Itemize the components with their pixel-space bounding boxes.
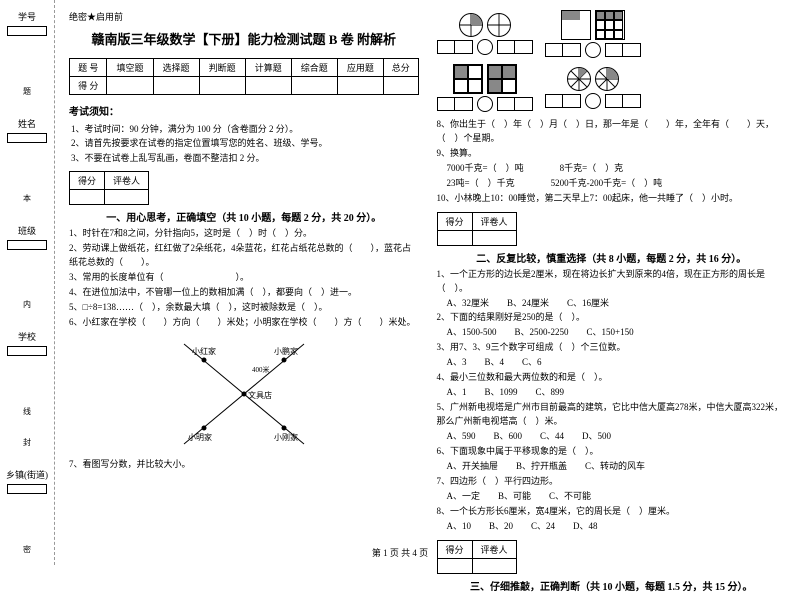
page-number: 第 1 页 共 4 页	[0, 546, 800, 559]
header-cell: 应用题	[337, 59, 383, 77]
seal-mark: 题	[23, 86, 31, 97]
notice-item: 1、考试时间：90 分钟，满分为 100 分（含卷面分 2 分）。	[71, 122, 419, 136]
question: 7、四边形（ ）平行四边形。	[437, 475, 787, 489]
header-cell: 综合题	[291, 59, 337, 77]
question: 2、下面的结果刚好是250的是（ ）。	[437, 311, 787, 325]
seal-mark: 本	[23, 193, 31, 204]
question: 1、时针在7和8之间，分针指向5，这时是（ ）时（ ）分。	[69, 227, 419, 241]
fraction-shapes-row1	[437, 10, 787, 58]
score-label: 得分	[70, 172, 105, 190]
section1-title: 一、用心思考，正确填空（共 10 小题，每题 2 分，共 20 分）。	[69, 209, 419, 224]
header-cell: 题 号	[70, 59, 107, 77]
question: 7、看图写分数，并比较大小。	[69, 458, 419, 472]
question: 5、广州新电视塔是广州市目前最高的建筑，它比中信大厦高278米，中信大厦高322…	[437, 401, 787, 429]
question: 8、你出生于（ ）年（ ）月（ ）日，那一年是（ ）年，全年有（ ）天，（ ）个…	[437, 118, 787, 146]
header-cell: 判断题	[199, 59, 245, 77]
header-cell: 总分	[383, 59, 418, 77]
circle-fraction-1	[437, 13, 533, 55]
fraction-shapes-row2	[437, 64, 787, 112]
header-cell: 填空题	[107, 59, 153, 77]
options: A、10 B、20 C、24 D、48	[437, 520, 787, 534]
seal-mark: 线	[23, 406, 31, 417]
question: 10、小林晚上10：00睡觉，第二天早上7：00起床，他一共睡了（ ）小时。	[437, 192, 787, 206]
circle-fraction-2	[545, 67, 641, 109]
section-score-box: 得分评卷人	[69, 171, 149, 205]
notice-item: 2、请首先按要求在试卷的指定位置填写您的姓名、班级、学号。	[71, 136, 419, 150]
seal-mark: 封	[23, 437, 31, 448]
exam-page: 学号 题 姓名 本 班级 内 学校 线 封 乡镇(街道) 密 绝密★启用前 赣南…	[0, 0, 800, 565]
score-cell: 得 分	[70, 77, 107, 95]
question: 7000千克=（ ）吨 8千克=（ ）克	[437, 162, 787, 176]
square-fraction-1	[545, 10, 641, 58]
field-school: 学校	[7, 330, 47, 356]
question: 1、一个正方形的边长是2厘米，现在将边长扩大到原来的4倍，现在正方形的周长是（ …	[437, 268, 787, 296]
secret-label: 绝密★启用前	[69, 10, 419, 23]
section-score-box: 得分评卷人	[437, 212, 517, 246]
field-class: 班级	[7, 224, 47, 250]
question: 8、一个长方形长6厘米，宽4厘米，它的周长是（ ）厘米。	[437, 505, 787, 519]
options: A、开关抽屉 B、拧开瓶盖 C、转动的风车	[437, 460, 787, 474]
question: 23吨=（ ）千克 5200千克-200千克=（ ）吨	[437, 177, 787, 191]
field-name: 姓名	[7, 117, 47, 143]
svg-text:小明家: 小明家	[188, 432, 212, 442]
question: 3、常用的长度单位有（ ）。	[69, 271, 419, 285]
field-township: 乡镇(街道)	[6, 468, 48, 494]
grader-label: 评卷人	[105, 172, 149, 190]
notice-list: 1、考试时间：90 分钟，满分为 100 分（含卷面分 2 分）。 2、请首先按…	[69, 122, 419, 165]
options: A、1500-500 B、2500-2250 C、150+150	[437, 326, 787, 340]
section2-title: 二、反复比较，慎重选择（共 8 小题，每题 2 分，共 16 分）。	[437, 250, 787, 265]
right-column: 8、你出生于（ ）年（ ）月（ ）日，那一年是（ ）年，全年有（ ）天，（ ）个…	[437, 10, 787, 555]
seal-mark: 内	[23, 299, 31, 310]
options: A、1 B、1099 C、899	[437, 386, 787, 400]
section3-title: 三、仔细推敲，正确判断（共 10 小题，每题 1.5 分，共 15 分）。	[437, 578, 787, 593]
square-fraction-2	[437, 64, 533, 112]
svg-text:400米: 400米	[252, 365, 270, 374]
options: A、32厘米 B、24厘米 C、16厘米	[437, 297, 787, 311]
question: 9、换算。	[437, 147, 787, 161]
question: 6、下面现象中属于平移现象的是（ ）。	[437, 445, 787, 459]
field-student-id: 学号	[7, 10, 47, 36]
binding-margin: 学号 题 姓名 本 班级 内 学校 线 封 乡镇(街道) 密	[0, 0, 55, 565]
question: 4、在进位加法中，不管哪一位上的数相加满（ ），都要向（ ）进一。	[69, 286, 419, 300]
svg-text:文具店: 文具店	[248, 390, 272, 400]
question: 6、小红家在学校（ ）方向（ ）米处；小明家在学校（ ）方（ ）米处。	[69, 316, 419, 330]
direction-diagram: 小红家 小鹏家 小明家 小刚家 文具店 400米	[174, 334, 314, 454]
score-summary-table: 题 号 填空题 选择题 判断题 计算题 综合题 应用题 总分 得 分	[69, 58, 419, 95]
score-label: 得分	[437, 212, 472, 230]
exam-title: 赣南版三年级数学【下册】能力检测试题 B 卷 附解析	[69, 29, 419, 48]
left-column: 绝密★启用前 赣南版三年级数学【下册】能力检测试题 B 卷 附解析 题 号 填空…	[69, 10, 419, 555]
content-area: 绝密★启用前 赣南版三年级数学【下册】能力检测试题 B 卷 附解析 题 号 填空…	[55, 0, 800, 565]
svg-text:小刚家: 小刚家	[274, 432, 298, 442]
header-cell: 计算题	[245, 59, 291, 77]
question: 2、劳动课上做纸花，红红做了2朵纸花，4朵蓝花，红花占纸花总数的（ ），蓝花占纸…	[69, 242, 419, 270]
question: 4、最小三位数和最大两位数的和是（ ）。	[437, 371, 787, 385]
svg-text:小鹏家: 小鹏家	[274, 346, 298, 356]
notice-title: 考试须知：	[69, 103, 419, 118]
question: 3、用7、3、9三个数字可组成（ ）个三位数。	[437, 341, 787, 355]
header-cell: 选择题	[153, 59, 199, 77]
grader-label: 评卷人	[472, 212, 516, 230]
svg-text:小红家: 小红家	[192, 346, 216, 356]
question: 5、□÷8=138……（ ），余数最大填（ ），这时被除数是（ ）。	[69, 301, 419, 315]
options: A、3 B、4 C、6	[437, 356, 787, 370]
notice-item: 3、不要在试卷上乱写乱画，卷面不整洁扣 2 分。	[71, 151, 419, 165]
options: A、一定 B、可能 C、不可能	[437, 490, 787, 504]
options: A、590 B、600 C、44 D、500	[437, 430, 787, 444]
